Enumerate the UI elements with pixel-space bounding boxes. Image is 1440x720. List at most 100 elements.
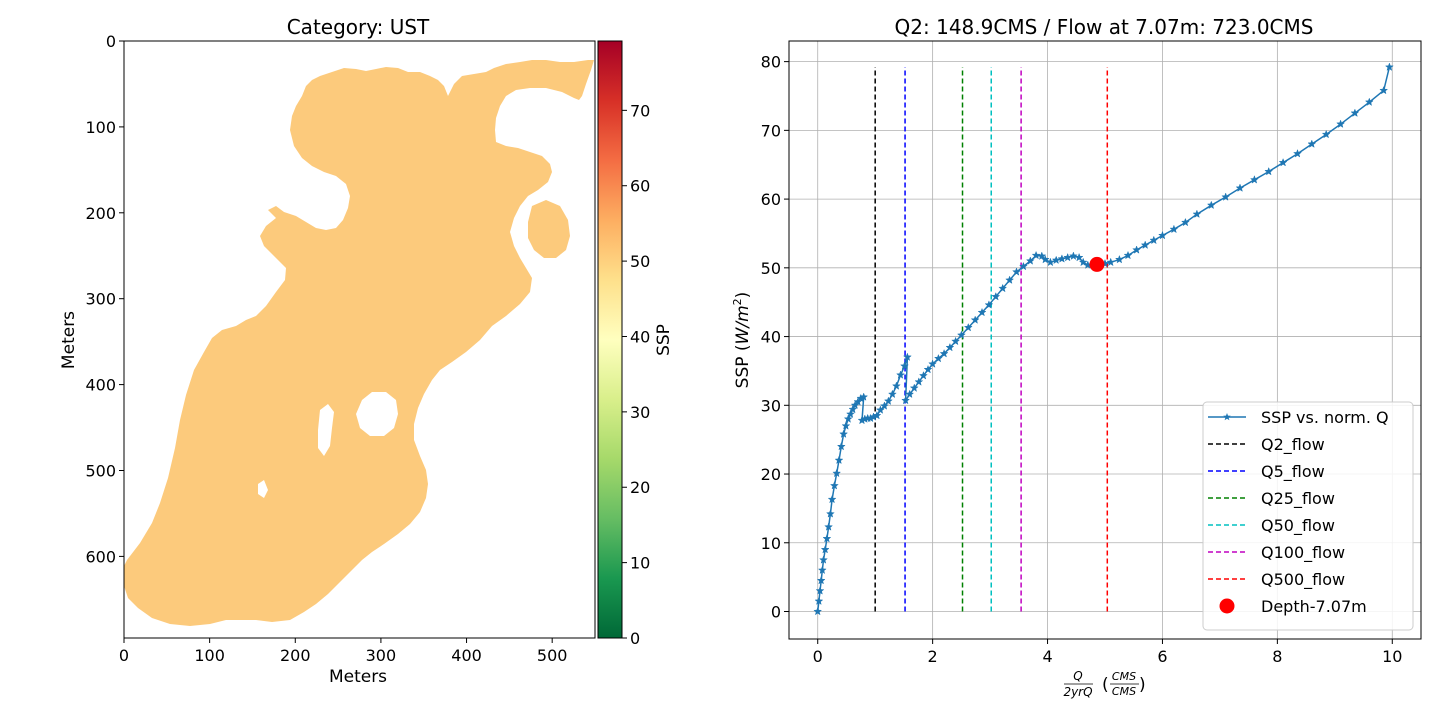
ssp-data-point	[822, 533, 832, 543]
ssp-data-point	[1074, 252, 1084, 262]
ssp-data-point	[829, 480, 839, 490]
left-panel-title: Category: UST	[287, 15, 430, 39]
legend-box	[1202, 401, 1414, 631]
ssp-data-point	[1235, 183, 1245, 192]
right-y-ticks: 0 10 20 30 40 50 60 70 80	[761, 53, 789, 622]
ssp-series	[813, 62, 1394, 616]
left-y-tick-label: 0	[106, 32, 116, 51]
left-y-ticks: 0 100 200 300 400 500 600	[85, 32, 124, 566]
ssp-data-point	[933, 353, 943, 363]
legend-label: Q25_flow	[1261, 489, 1335, 509]
ssp-data-point	[1140, 240, 1150, 249]
ssp-data-point	[850, 400, 860, 410]
left-y-tick-label: 600	[85, 547, 116, 566]
legend-item: Q2_flow	[1208, 435, 1325, 455]
colorbar-tick-label: 50	[630, 252, 650, 271]
legend-label: SSP vs. norm. Q	[1261, 408, 1389, 427]
x-label-denominator: 2yrQ	[1063, 685, 1092, 699]
right-y-axis-label: SSP (W/m2)	[731, 292, 753, 389]
ssp-data-point	[963, 322, 973, 332]
x-label-unit-numerator: CMS	[1112, 670, 1136, 683]
right-axes-frame	[788, 40, 1422, 640]
legend: SSP vs. norm. Q Q2_flow Q5_flow Q25_flow Q50…	[1202, 401, 1414, 631]
left-x-tick-label: 0	[119, 646, 129, 665]
ssp-data-point	[1040, 254, 1050, 264]
ssp-data-point	[1057, 254, 1067, 263]
ssp-data-point	[817, 565, 827, 575]
right-x-tick-label: 2	[928, 647, 938, 666]
ssp-data-point	[824, 522, 834, 531]
right-y-tick-label: 0	[771, 603, 781, 622]
ssp-data-point	[1384, 62, 1394, 71]
right-x-tick-label: 10	[1382, 647, 1402, 666]
right-y-tick-label: 60	[761, 190, 781, 209]
right-x-tick-label: 4	[1042, 647, 1052, 666]
ssp-data-point	[1123, 250, 1133, 260]
ssp-data-point	[1012, 267, 1021, 276]
ssp-data-point	[1264, 166, 1274, 176]
ssp-data-point	[1025, 256, 1035, 265]
legend-swatch-dot	[1219, 598, 1235, 614]
ssp-data-point	[1078, 257, 1088, 267]
ssp-data-point	[1068, 251, 1078, 260]
depth-point	[1089, 256, 1105, 272]
right-panel-title: Q2: 148.9CMS / Flow at 7.07m: 723.0CMS	[895, 15, 1314, 39]
ssp-data-point	[1051, 255, 1061, 265]
ssp-data-point	[984, 300, 994, 309]
ssp-data-point	[834, 455, 844, 465]
x-label-numerator: Q	[1073, 669, 1082, 683]
right-y-tick-label: 50	[761, 259, 781, 278]
ssp-data-point	[1045, 257, 1055, 267]
ssp-data-point	[1063, 252, 1073, 262]
right-x-tick-label: 0	[813, 647, 823, 666]
ssp-data-point	[843, 414, 853, 423]
legend-label: Q2_flow	[1261, 435, 1325, 455]
raster-hole-small	[318, 404, 334, 456]
right-y-tick-label: 80	[761, 53, 781, 72]
ssp-data-point	[1221, 192, 1231, 201]
left-x-tick-label: 100	[194, 646, 225, 665]
x-label-unit-denominator: CMS	[1112, 685, 1136, 698]
ssp-data-point	[902, 352, 912, 361]
ssp-data-point	[1031, 250, 1041, 260]
ssp-data-point	[1018, 261, 1028, 271]
ssp-data-point	[820, 544, 830, 554]
legend-label: Q5_flow	[1261, 462, 1325, 482]
x-label-paren-open: (	[1102, 675, 1109, 695]
ssp-data-point	[1379, 85, 1389, 95]
ssp-data-point	[1336, 119, 1346, 128]
right-y-tick-label: 20	[761, 465, 781, 484]
ssp-data-point	[977, 307, 987, 317]
ssp-data-point	[939, 348, 949, 358]
ssp-data-point	[816, 575, 826, 585]
ssp-data-point	[1364, 97, 1374, 106]
depth-marker	[1089, 256, 1105, 272]
legend-label: Q100_flow	[1261, 543, 1345, 563]
ssp-data-point	[901, 395, 911, 405]
ssp-data-point	[1192, 209, 1202, 218]
left-x-tick-label: 200	[280, 646, 311, 665]
ssp-data-point	[970, 315, 980, 324]
ssp-data-point	[879, 401, 889, 410]
legend-item: Q500_flow	[1208, 570, 1345, 590]
legend-item: Q5_flow	[1208, 462, 1325, 482]
left-x-tick-label: 300	[366, 646, 397, 665]
ssp-data-point	[814, 596, 824, 605]
legend-item: Depth-7.07m	[1219, 597, 1367, 616]
ssp-data-point	[1149, 235, 1159, 245]
ssp-data-point	[836, 441, 846, 451]
right-x-tick-label: 6	[1157, 647, 1167, 666]
colorbar-tick-label: 70	[630, 101, 650, 120]
ssp-data-point	[883, 396, 893, 405]
legend-item: SSP vs. norm. Q	[1208, 408, 1389, 427]
ssp-data-point	[918, 370, 928, 380]
ssp-data-point	[1037, 251, 1047, 260]
legend-item: Q50_flow	[1208, 516, 1335, 536]
ssp-data-point	[872, 410, 882, 420]
colorbar-label: SSP	[654, 324, 674, 356]
colorbar	[597, 40, 623, 639]
ssp-data-point	[1321, 129, 1331, 139]
ssp-data-point	[928, 359, 938, 368]
ssp-data-point	[896, 370, 905, 379]
